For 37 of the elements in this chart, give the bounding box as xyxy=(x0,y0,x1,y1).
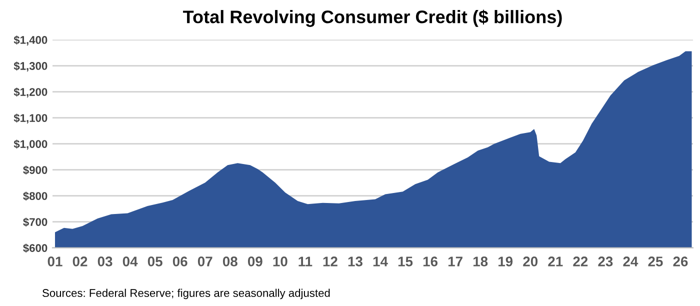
x-tick-label: 13 xyxy=(348,256,362,266)
x-tick-label: 11 xyxy=(298,256,312,266)
x-tick-label: 19 xyxy=(498,256,513,266)
chart-title: Total Revolving Consumer Credit ($ billions) xyxy=(183,10,562,27)
x-tick-label: 06 xyxy=(172,256,188,266)
y-tick-label: $1,100 xyxy=(14,114,48,124)
x-tick-label: 03 xyxy=(98,256,112,266)
y-tick-label: $1,400 xyxy=(14,36,48,46)
x-tick-label: 17 xyxy=(448,256,462,266)
x-tick-label: 24 xyxy=(623,256,638,266)
x-tick-label: 16 xyxy=(423,256,438,266)
x-tick-label: 25 xyxy=(648,256,663,266)
x-tick-label: 22 xyxy=(573,256,588,266)
y-tick-label: $800 xyxy=(23,192,48,201)
x-tick-label: 10 xyxy=(273,256,288,266)
x-tick-label: 07 xyxy=(198,256,212,266)
x-tick-label: 04 xyxy=(122,256,138,266)
y-tick-label: $900 xyxy=(23,166,48,175)
x-tick-label: 12 xyxy=(323,256,338,266)
x-tick-label: 20 xyxy=(523,256,538,266)
x-tick-label: 08 xyxy=(222,256,238,266)
x-tick-label: 26 xyxy=(673,256,688,266)
source-note: Sources: Federal Reserve; figures are seasonally adjusted xyxy=(42,288,330,300)
y-tick-label: $1,300 xyxy=(14,62,48,72)
y-tick-label: $1,200 xyxy=(14,88,48,98)
y-tick-label: $1,000 xyxy=(14,140,48,150)
x-tick-label: 01 xyxy=(48,256,62,266)
x-tick-label: 21 xyxy=(548,256,563,266)
x-tick-label: 15 xyxy=(398,256,413,266)
x-tick-label: 23 xyxy=(598,256,613,266)
x-tick-label: 09 xyxy=(248,256,262,266)
x-tick-label: 18 xyxy=(473,256,488,266)
x-tick-label: 05 xyxy=(148,256,162,266)
y-tick-label: $700 xyxy=(23,218,48,227)
x-tick-label: 02 xyxy=(72,256,88,266)
x-tick-label: 14 xyxy=(373,256,388,266)
y-tick-label: $600 xyxy=(23,244,48,253)
